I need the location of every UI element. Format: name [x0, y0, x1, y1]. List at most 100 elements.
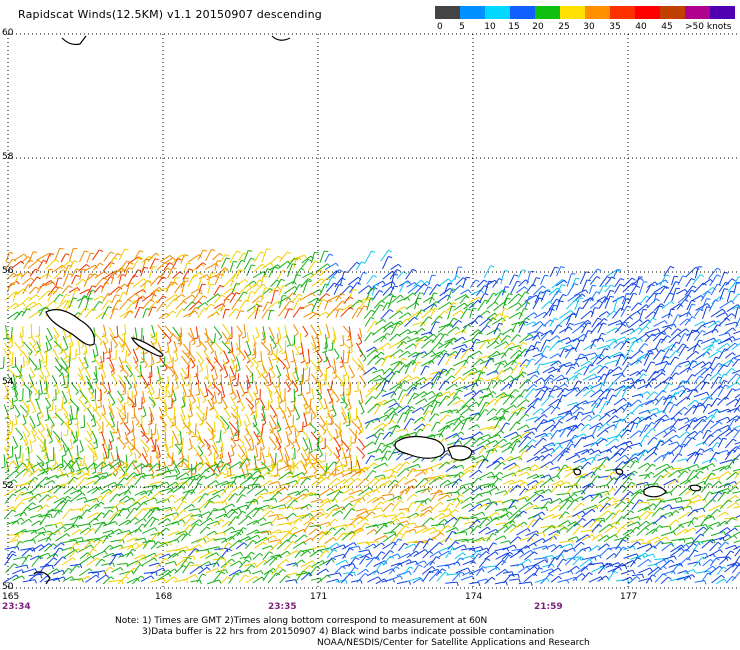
wind-barb	[239, 463, 245, 475]
wind-barb-flag	[288, 432, 292, 436]
wind-barb-flag	[537, 398, 542, 401]
wind-barb	[151, 445, 159, 455]
wind-barb	[630, 422, 635, 432]
wind-barb	[518, 279, 526, 287]
wind-barb	[269, 414, 277, 427]
wind-barb	[333, 358, 337, 373]
wind-barb	[382, 325, 391, 333]
wind-barb-flag	[269, 480, 274, 484]
wind-barb	[251, 357, 259, 366]
wind-barb	[275, 437, 282, 448]
wind-barb-flag	[370, 287, 376, 290]
wind-barb	[347, 398, 352, 409]
wind-barb-flag	[673, 323, 677, 328]
wind-barb-flag	[589, 297, 594, 300]
wind-barb-flag	[391, 371, 396, 375]
wind-barb-flag	[218, 336, 223, 341]
wind-barb	[141, 292, 154, 302]
wind-barb	[268, 300, 279, 309]
wind-barb	[165, 363, 175, 374]
wind-barb	[596, 355, 608, 365]
wind-barb	[252, 271, 264, 279]
wind-barb	[573, 436, 583, 449]
wind-barb	[407, 330, 416, 335]
wind-barb-flag	[652, 377, 657, 381]
wind-barb-flag	[200, 263, 205, 268]
wind-barb	[724, 449, 733, 461]
wind-barb-flag	[332, 414, 337, 418]
wind-barb-flag	[52, 290, 57, 293]
wind-barb-flag	[253, 280, 257, 284]
wind-barb-flag	[451, 353, 456, 357]
wind-barb	[683, 437, 693, 448]
wind-barb-flag	[466, 417, 471, 420]
wind-barb-flag	[213, 377, 218, 381]
wind-barb-flag	[172, 267, 177, 270]
wind-barb	[644, 428, 653, 438]
wind-barb	[117, 462, 126, 474]
wind-barb	[621, 385, 628, 398]
wind-barb-flag	[318, 460, 323, 464]
wind-barb	[125, 454, 128, 467]
wind-barb-flag	[453, 392, 458, 396]
wind-barb-flag	[654, 391, 658, 395]
wind-barb	[503, 359, 514, 368]
wind-barb	[580, 456, 594, 463]
wind-barb-flag	[424, 283, 428, 287]
wind-barb	[204, 332, 214, 344]
wind-barb-flag	[706, 351, 711, 355]
wind-barb	[406, 383, 414, 391]
wind-barb-flag	[443, 349, 448, 353]
wind-barb	[260, 287, 266, 302]
wind-barb-flag	[727, 471, 732, 475]
legend-label-35: 35	[609, 22, 621, 32]
wind-barb-flag	[303, 254, 308, 259]
wind-barb-flag	[16, 280, 20, 285]
wind-barb-flag	[381, 347, 385, 352]
wind-barb	[229, 463, 232, 475]
wind-barb-flag	[730, 290, 735, 293]
wind-barb	[86, 422, 93, 434]
wind-barb	[596, 296, 606, 302]
wind-barb-flag	[596, 291, 601, 294]
wind-barb-flag	[431, 390, 436, 395]
wind-barb-flag	[611, 276, 616, 280]
wind-barb-flag	[333, 376, 337, 380]
wind-barb-flag	[732, 357, 737, 360]
wind-barb	[548, 298, 557, 311]
wind-barb-flag	[182, 425, 187, 429]
wind-barb-flag	[540, 321, 544, 325]
wind-barb-flag	[152, 403, 156, 408]
wind-barb	[422, 399, 435, 408]
wind-barb-flag	[340, 292, 345, 296]
wind-barb-flag	[601, 353, 605, 358]
wind-barb	[645, 378, 654, 389]
wind-barb-flag	[399, 310, 403, 315]
wind-barb-flag	[268, 401, 273, 404]
wind-barb-flag	[502, 416, 506, 421]
wind-barb	[46, 428, 53, 442]
wind-barb	[116, 420, 119, 433]
wind-barb	[364, 250, 372, 264]
wind-barb	[37, 429, 47, 441]
wind-barb-flag	[23, 253, 28, 258]
wind-barb-flag	[394, 413, 399, 416]
wind-barb	[180, 254, 185, 264]
wind-barb	[195, 326, 199, 338]
wind-barb	[381, 293, 391, 302]
wind-barb	[574, 289, 586, 297]
wind-barb	[276, 430, 283, 443]
wind-barb	[591, 425, 598, 437]
wind-barb-flag	[515, 389, 519, 393]
wind-barb-flag	[460, 415, 465, 419]
wind-barb	[415, 335, 427, 342]
wind-barb	[469, 413, 478, 422]
wind-barb-flag	[227, 474, 232, 477]
wind-barb	[437, 294, 448, 303]
wind-barb	[84, 366, 92, 379]
wind-barb	[422, 377, 431, 384]
wind-barb	[212, 252, 220, 261]
wind-barb	[13, 388, 18, 401]
wind-barb-flag	[682, 380, 687, 383]
legend-label-30: 30	[583, 22, 595, 32]
